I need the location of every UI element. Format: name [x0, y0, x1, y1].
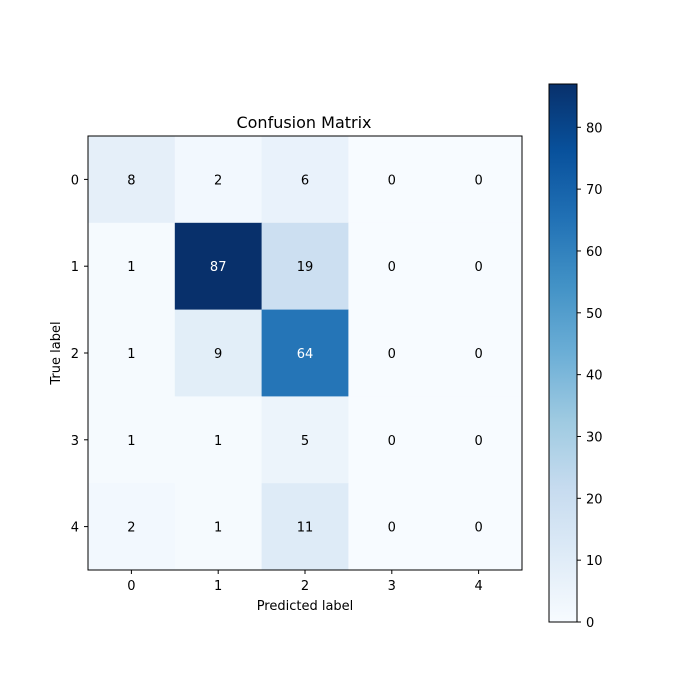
heatmap-cell — [174, 483, 263, 571]
heatmap-cell — [261, 136, 349, 224]
heatmap-cell — [348, 483, 436, 571]
cell-value-label: 1 — [127, 434, 135, 449]
heatmap-cell — [261, 222, 349, 311]
cell-value-label: 5 — [301, 434, 309, 449]
colorbar-tick-label: 70 — [586, 183, 603, 198]
y-axis-ticks: 0 1 2 3 4 — [71, 173, 88, 536]
x-tick-label: 2 — [301, 579, 309, 594]
cell-value-label: 19 — [297, 260, 314, 275]
heatmap-cell — [88, 483, 176, 571]
cell-value-label: 0 — [474, 260, 482, 275]
heatmap-cell — [348, 136, 436, 224]
cell-value-label: 0 — [474, 434, 482, 449]
y-tick-label: 4 — [71, 521, 79, 536]
x-tick-label: 3 — [388, 579, 396, 594]
cell-value-label: 1 — [127, 260, 135, 275]
heatmap-cell — [261, 309, 349, 397]
heatmap-cell — [174, 222, 263, 311]
cell-value-label: 0 — [474, 347, 482, 362]
heatmap-cell — [435, 483, 523, 571]
colorbar-tick-label: 40 — [586, 369, 603, 384]
heatmap-cell — [261, 483, 349, 571]
colorbar-tick-label: 50 — [586, 307, 603, 322]
y-axis-label: True label — [49, 321, 64, 385]
cell-value-label: 87 — [210, 260, 227, 275]
x-axis-ticks: 0 1 2 3 4 — [127, 570, 483, 594]
x-tick-label: 4 — [474, 579, 482, 594]
heatmap-cell — [348, 396, 436, 484]
heatmap-cell — [348, 222, 436, 311]
cell-value-label: 9 — [214, 347, 222, 362]
y-tick-label: 0 — [71, 173, 79, 188]
heatmap-cell — [174, 309, 263, 397]
cell-value-label: 11 — [297, 521, 314, 536]
heatmap-cell — [348, 309, 436, 397]
cell-value-label: 0 — [388, 434, 396, 449]
cell-value-label: 0 — [388, 347, 396, 362]
cell-value-label: 1 — [127, 347, 135, 362]
cell-value-label: 0 — [388, 521, 396, 536]
cell-value-label: 0 — [474, 521, 482, 536]
cell-value-label: 1 — [214, 521, 222, 536]
cell-value-label: 0 — [474, 173, 482, 188]
colorbar-tick-label: 20 — [586, 492, 603, 507]
y-tick-label: 1 — [71, 260, 79, 275]
cell-value-label: 64 — [297, 347, 314, 362]
colorbar-tick-label: 60 — [586, 245, 603, 260]
x-tick-label: 0 — [127, 579, 135, 594]
heatmap-cell — [88, 222, 176, 311]
colorbar-tick-label: 80 — [586, 121, 603, 136]
cell-value-label: 6 — [301, 173, 309, 188]
heatmap-cell — [174, 136, 263, 224]
x-axis-label: Predicted label — [257, 599, 354, 614]
y-tick-label: 3 — [71, 434, 79, 449]
heatmap-cell — [261, 396, 349, 484]
heatmap-cell — [435, 136, 523, 224]
colorbar-tick-label: 30 — [586, 430, 603, 445]
chart-title: Confusion Matrix — [236, 113, 371, 132]
heatmap-cell — [174, 396, 263, 484]
y-tick-label: 2 — [71, 347, 79, 362]
heatmap-cell — [88, 309, 176, 397]
colorbar-tick-label: 0 — [586, 616, 594, 631]
cell-value-label: 0 — [388, 173, 396, 188]
heatmap-cell — [435, 396, 523, 484]
cell-value-label: 1 — [214, 434, 222, 449]
colorbar-tick-label: 10 — [586, 554, 603, 569]
heatmap-cell — [435, 222, 523, 311]
colorbar-ticks: 0 10 20 30 40 50 60 70 80 — [577, 121, 603, 631]
heatmap-cell — [435, 309, 523, 397]
heatmap-cells — [88, 136, 523, 571]
x-tick-label: 1 — [214, 579, 222, 594]
colorbar — [548, 83, 578, 623]
cell-value-label: 0 — [388, 260, 396, 275]
cell-value-label: 2 — [127, 521, 135, 536]
heatmap-cell — [88, 136, 176, 224]
cell-value-label: 8 — [127, 173, 135, 188]
cell-value-labels: 8 2 6 0 01 87 19 0 01 9 64 0 01 1 5 0 02 1 11 0 0 — [127, 173, 482, 535]
heatmap-cell — [88, 396, 176, 484]
cell-value-label: 2 — [214, 173, 222, 188]
